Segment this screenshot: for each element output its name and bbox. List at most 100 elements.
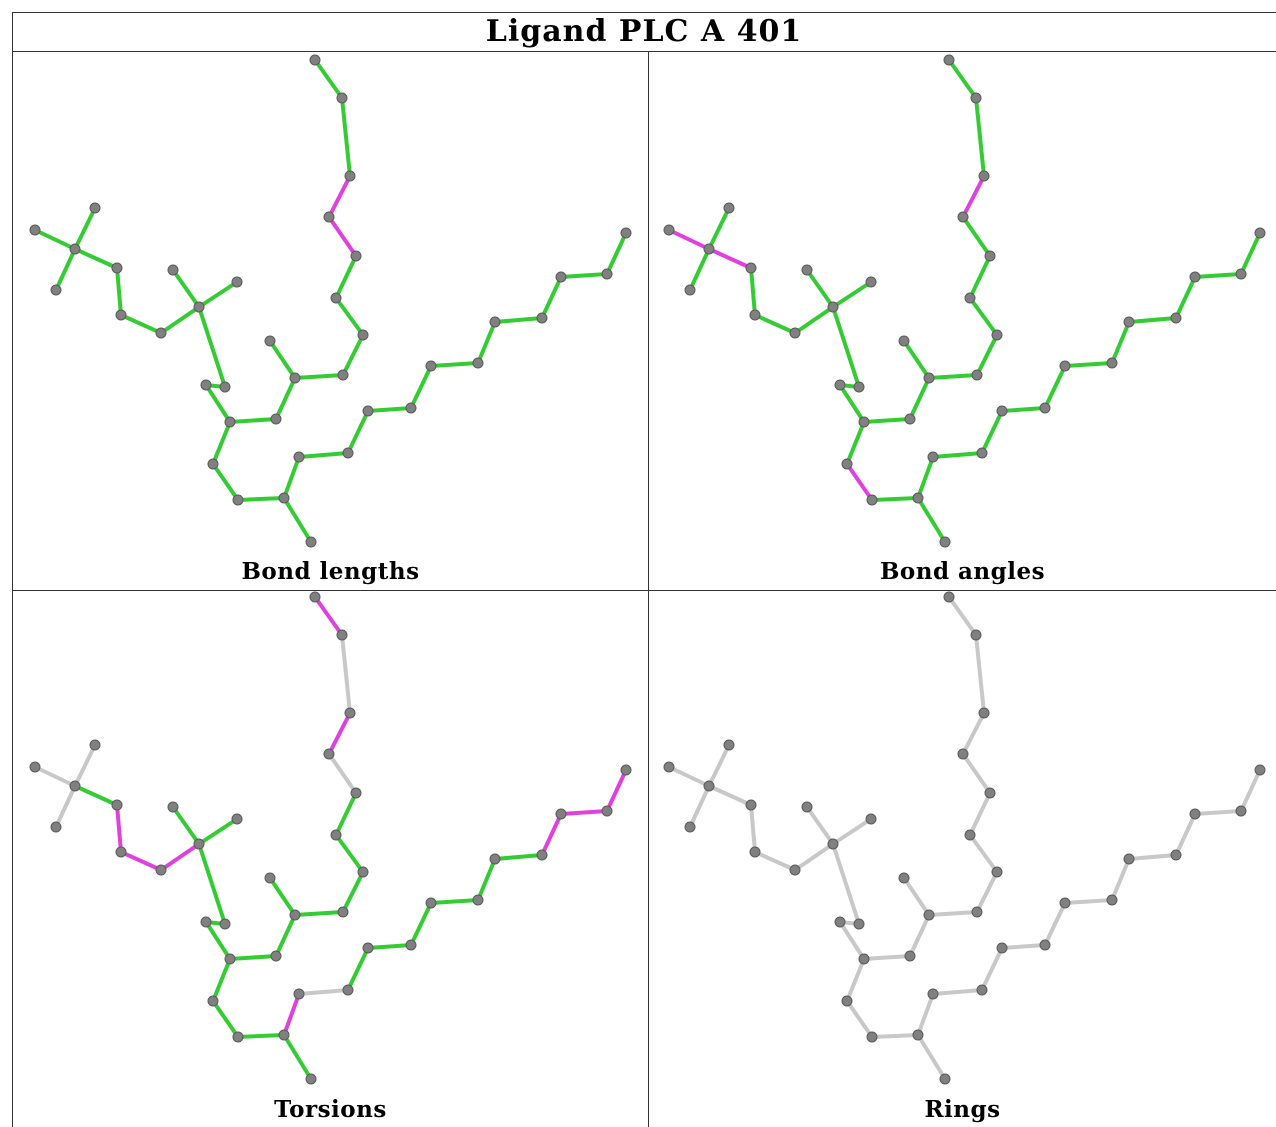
atom-26 (841, 995, 853, 1007)
bond-7-10 (197, 305, 227, 389)
bond-6-7 (159, 842, 201, 872)
bond-0-1 (33, 228, 77, 251)
atom-15 (898, 872, 910, 884)
atom-24 (305, 1073, 317, 1085)
atom-5 (749, 309, 761, 321)
atom-14 (289, 909, 301, 921)
bond-6-7 (159, 305, 201, 335)
bond-37-38 (605, 231, 628, 276)
atom-11 (200, 379, 212, 391)
bond-23-22 (313, 58, 344, 100)
atom-37 (601, 268, 613, 280)
bond-32-33 (1063, 898, 1114, 905)
atom-15 (898, 335, 910, 347)
atom-18 (330, 292, 342, 304)
atom-19 (350, 250, 362, 262)
atom-23 (336, 629, 348, 641)
bond-32-33 (1063, 361, 1114, 368)
bond-19-20 (327, 752, 358, 795)
bond-17-18 (968, 296, 999, 337)
atom-35 (536, 312, 548, 324)
bond-4-5 (115, 266, 123, 317)
bond-14-16 (293, 910, 345, 917)
bond-1-4 (73, 784, 119, 807)
atom-30 (996, 405, 1008, 417)
atom-33 (472, 894, 484, 906)
bond-1-2 (707, 743, 731, 788)
divider-vertical (648, 52, 649, 1127)
bond-20-21 (327, 711, 352, 756)
bond-7-8 (805, 268, 835, 309)
bond-29-30 (980, 409, 1004, 455)
bond-26-25 (211, 999, 240, 1039)
atom-17 (991, 866, 1003, 878)
bond-20-21 (961, 174, 986, 219)
bond-26-25 (211, 462, 240, 502)
atom-38 (1254, 764, 1266, 776)
bond-16-17 (975, 870, 999, 914)
molecule-rings (663, 591, 1266, 1085)
atom-34 (489, 316, 501, 328)
bond-19-20 (961, 752, 992, 795)
atom-9 (865, 276, 877, 288)
atom-4 (745, 262, 757, 274)
atom-14 (923, 909, 935, 921)
atom-35 (536, 849, 548, 861)
atom-17 (357, 866, 369, 878)
atom-33 (472, 357, 484, 369)
bond-31-32 (1043, 364, 1067, 410)
bond-36-37 (559, 272, 609, 279)
atom-10 (853, 381, 865, 393)
atom-0 (663, 761, 675, 773)
atom-21 (978, 707, 990, 719)
bond-11-12 (838, 920, 866, 961)
atom-7 (193, 838, 205, 850)
atom-5 (115, 846, 127, 858)
bond-14-15 (268, 339, 297, 380)
bond-23-22 (947, 595, 978, 637)
atom-32 (425, 897, 437, 909)
atom-20 (957, 748, 969, 760)
bond-27-24 (916, 1033, 947, 1081)
bond-12-26 (845, 957, 866, 1003)
atom-15 (264, 335, 276, 347)
bond-35-36 (1174, 812, 1197, 857)
divider-horizontal (12, 590, 1276, 591)
molecule-bond-angles (663, 54, 1266, 548)
bond-27-28 (916, 992, 935, 1037)
atom-15 (264, 872, 276, 884)
bond-27-28 (282, 455, 301, 500)
bond-12-26 (845, 420, 866, 466)
bond-29-30 (346, 946, 370, 992)
atom-20 (323, 748, 335, 760)
atom-6 (789, 864, 801, 876)
atom-22 (943, 54, 955, 66)
page-title: Ligand PLC A 401 (12, 12, 1276, 52)
table-frame (12, 12, 1276, 1127)
bond-20-21 (327, 174, 352, 219)
atom-2 (89, 202, 101, 214)
bond-4-5 (749, 266, 757, 317)
atom-11 (834, 379, 846, 391)
atom-18 (330, 829, 342, 841)
bond-27-24 (916, 496, 947, 544)
atom-30 (362, 405, 374, 417)
atom-12 (858, 953, 870, 965)
atom-10 (219, 381, 231, 393)
bond-23-22 (947, 58, 978, 100)
atom-26 (207, 995, 219, 1007)
bond-34-35 (1127, 316, 1178, 324)
bond-12-13 (862, 954, 912, 961)
atom-7 (827, 838, 839, 850)
bond-28-29 (931, 451, 984, 459)
atom-34 (1123, 316, 1135, 328)
bond-7-9 (831, 817, 873, 846)
bond-27-28 (916, 455, 935, 500)
atom-1 (703, 243, 715, 255)
atom-0 (29, 224, 41, 236)
atom-37 (601, 805, 613, 817)
atom-24 (305, 536, 317, 548)
atom-31 (405, 939, 417, 951)
atom-29 (976, 984, 988, 996)
atom-36 (1189, 808, 1201, 820)
